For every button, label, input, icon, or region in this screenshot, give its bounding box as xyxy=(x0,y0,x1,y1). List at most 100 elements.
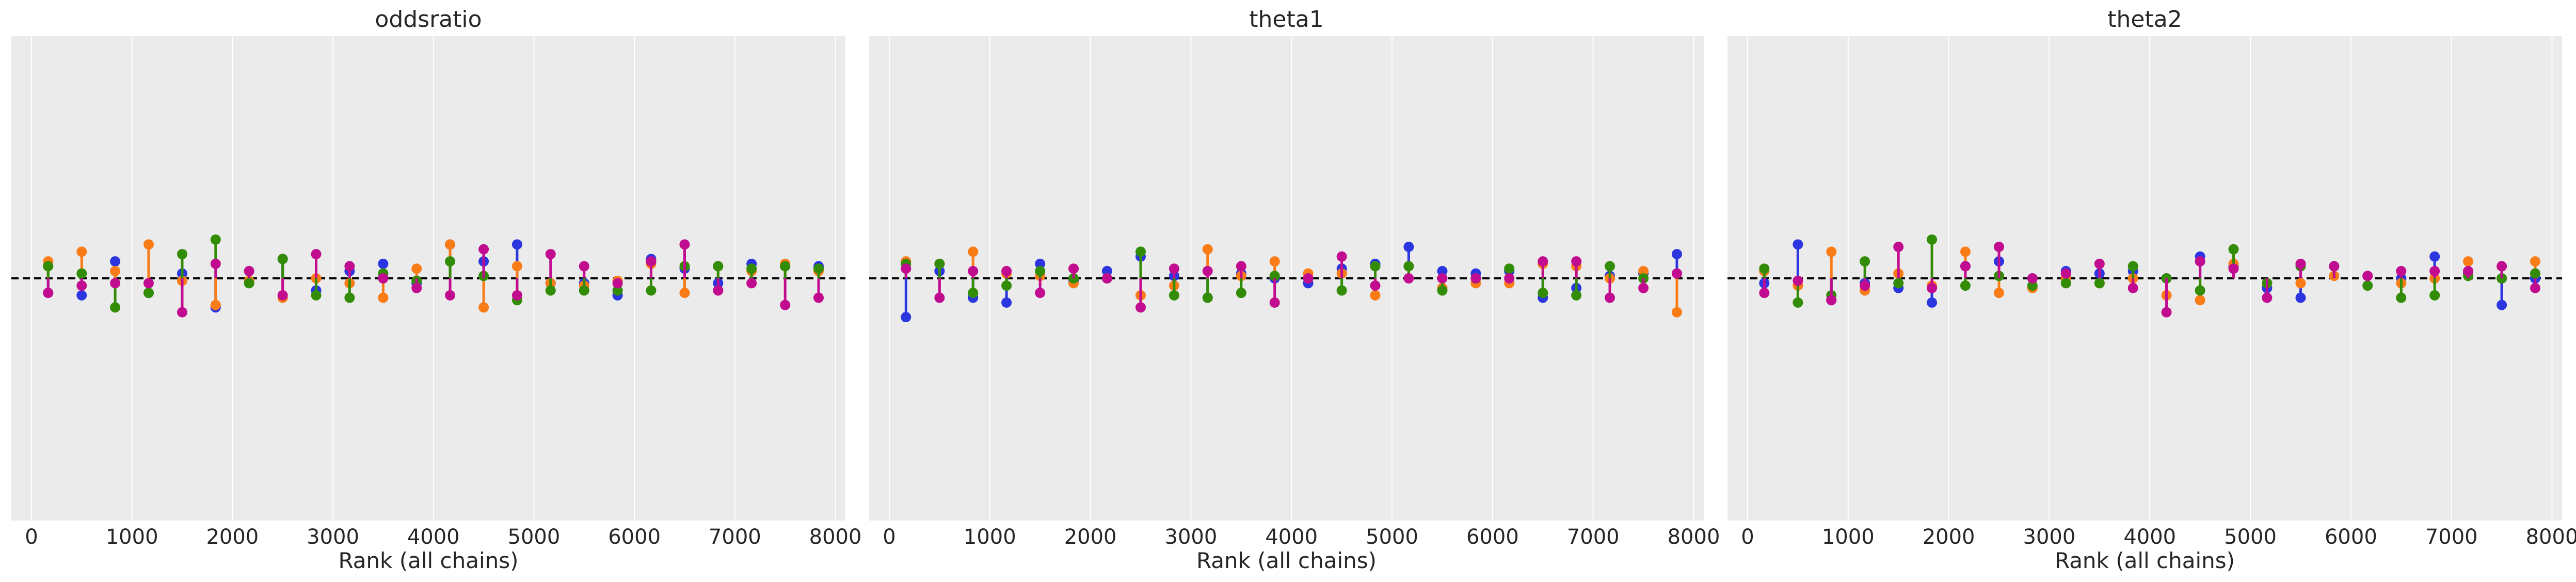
rank-point xyxy=(1001,265,1012,276)
rank-point xyxy=(1101,273,1112,284)
x-tick-label: 5000 xyxy=(1366,525,1418,549)
rank-point xyxy=(1403,273,1414,284)
rank-point xyxy=(1960,261,1971,272)
rank-point xyxy=(1269,297,1280,308)
rank-point xyxy=(1336,285,1347,296)
rank-point xyxy=(1269,256,1280,267)
panel-title: theta1 xyxy=(1249,6,1323,33)
rank-point xyxy=(511,261,522,272)
rank-point xyxy=(177,307,187,318)
rank-point xyxy=(1605,292,1615,303)
rank-point xyxy=(2094,258,2105,269)
rank-point xyxy=(344,261,355,272)
rank-point xyxy=(277,290,288,301)
rank-point xyxy=(478,302,489,313)
rank-point xyxy=(2497,261,2507,272)
rank-point xyxy=(478,244,489,255)
rank-point xyxy=(177,249,187,260)
rank-point xyxy=(1994,242,2005,253)
rank-point xyxy=(110,265,121,276)
rank-point xyxy=(1035,288,1046,298)
rank-point xyxy=(646,256,657,267)
rank-point xyxy=(2429,251,2440,262)
rank-point xyxy=(445,256,456,267)
rank-point xyxy=(2195,256,2205,267)
rank-point xyxy=(2530,256,2540,267)
x-axis-label: Rank (all chains) xyxy=(2055,548,2235,573)
panel-title: oddsratio xyxy=(375,6,482,33)
rank-point xyxy=(1403,242,1414,253)
rank-point xyxy=(1893,278,1904,289)
rank-point xyxy=(545,285,556,296)
rank-point xyxy=(780,300,791,310)
rank-point xyxy=(2228,244,2239,255)
x-tick-label: 8000 xyxy=(809,525,862,549)
rank-point xyxy=(1370,280,1381,291)
rank-point xyxy=(1135,246,1146,257)
rank-point xyxy=(2295,278,2306,289)
rank-point xyxy=(210,234,221,245)
rank-point xyxy=(2127,282,2138,293)
rank-point xyxy=(2396,292,2407,303)
x-axis-label: Rank (all chains) xyxy=(1196,548,1377,573)
rank-point xyxy=(1826,295,1837,306)
rank-point xyxy=(1793,275,1803,286)
x-tick-label: 0 xyxy=(25,525,38,549)
x-tick-label: 6000 xyxy=(2325,525,2377,549)
rank-point xyxy=(43,261,54,272)
rank-point xyxy=(1236,261,1246,272)
rank-point xyxy=(1759,263,1770,274)
rank-point xyxy=(1927,282,1938,293)
rank-point xyxy=(76,290,87,301)
rank-point xyxy=(1571,290,1582,301)
x-tick-label: 5000 xyxy=(2224,525,2277,549)
rank-point xyxy=(76,280,87,291)
rank-point xyxy=(813,263,824,274)
x-tick-label: 2000 xyxy=(206,525,259,549)
rank-point xyxy=(1370,261,1381,272)
x-tick-label: 4000 xyxy=(407,525,460,549)
rank-point xyxy=(1638,282,1649,293)
rank-point xyxy=(1269,271,1280,281)
x-tick-label: 8000 xyxy=(2526,525,2576,549)
rank-point xyxy=(1336,251,1347,262)
rank-point xyxy=(2530,268,2540,279)
rank-point xyxy=(612,278,623,289)
rank-point xyxy=(1671,307,1682,318)
x-tick-label: 7000 xyxy=(709,525,761,549)
rank-point xyxy=(2463,256,2474,267)
rank-point xyxy=(411,263,422,274)
panel-oddsratio: oddsratio Rank (all chains) 0 1000 2000 3000 4… xyxy=(11,6,861,573)
rank-point xyxy=(76,268,87,279)
rank-point xyxy=(1470,273,1481,284)
rank-point xyxy=(2396,265,2407,276)
rank-point xyxy=(378,273,389,284)
rank-point xyxy=(1671,268,1682,279)
rank-point xyxy=(1101,265,1112,276)
rank-point xyxy=(2295,292,2306,303)
rank-point xyxy=(713,285,724,296)
rank-point xyxy=(2161,307,2172,318)
rank-point xyxy=(277,254,288,264)
rank-point xyxy=(968,246,979,257)
rank-point xyxy=(2060,278,2071,289)
rank-point xyxy=(1893,242,1904,253)
rank-point xyxy=(2530,282,2540,293)
rank-point xyxy=(968,265,979,276)
rank-point xyxy=(934,258,945,269)
rank-point xyxy=(311,249,322,260)
x-tick-label: 6000 xyxy=(608,525,661,549)
x-tick-label: 3000 xyxy=(1165,525,1218,549)
rank-point xyxy=(1826,246,1837,257)
x-axis-label: Rank (all chains) xyxy=(338,548,518,573)
rank-point xyxy=(1638,265,1649,276)
rank-point xyxy=(511,290,522,301)
rank-point xyxy=(1860,280,1870,291)
rank-point xyxy=(2329,261,2340,272)
x-tick-label: 0 xyxy=(1741,525,1754,549)
rank-point xyxy=(76,246,87,257)
rank-point xyxy=(1035,265,1046,276)
rank-point xyxy=(1437,265,1448,276)
rank-point xyxy=(2429,265,2440,276)
